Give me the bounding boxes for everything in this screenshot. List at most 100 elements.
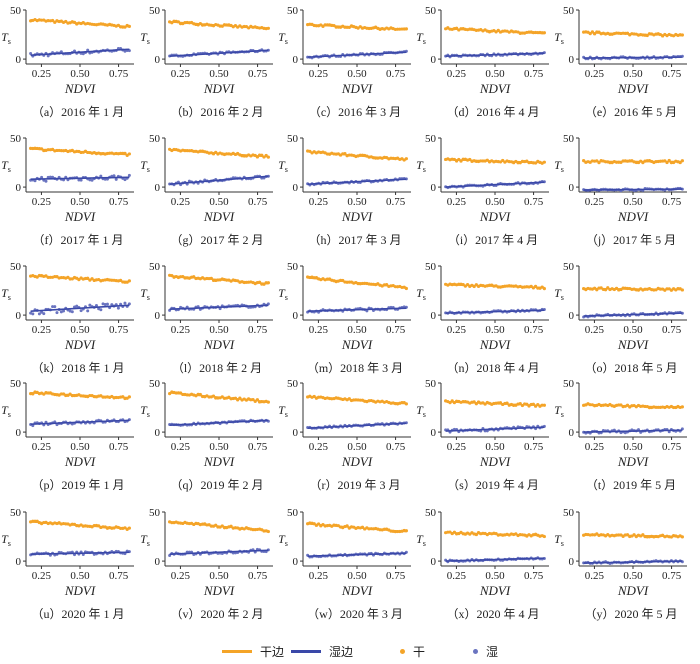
wet-edge-line [169, 175, 269, 185]
panel-caption: （v）2020 年 2 月 [170, 607, 264, 621]
y-tick-label: 50 [287, 133, 299, 145]
wet-edge-line [307, 307, 407, 312]
x-tick-label: 0.75 [524, 196, 544, 208]
x-tick-label: 0.25 [447, 324, 467, 336]
x-axis-label: NDVI [479, 454, 511, 469]
y-tick-label: 0 [155, 310, 161, 322]
y-tick-label: 50 [425, 5, 437, 17]
x-tick-label: 0.50 [347, 68, 367, 80]
y-tick-label: 0 [293, 310, 299, 322]
x-tick-label: 0.75 [109, 68, 129, 80]
x-tick-label: 0.50 [623, 441, 643, 453]
wet-point [48, 175, 52, 179]
wet-edge-line [445, 52, 545, 57]
y-tick-label: 50 [10, 5, 22, 17]
x-tick-label: 0.50 [70, 68, 90, 80]
x-tick-label: 0.75 [386, 324, 406, 336]
y-tick-label: 50 [563, 5, 575, 17]
y-tick-label: 0 [155, 182, 161, 194]
y-tick-label: 0 [569, 310, 575, 322]
x-tick-label: 0.50 [209, 196, 229, 208]
panel-5: 0 50 0.25 0.50 0.75 Ts [1, 133, 134, 208]
y-tick-label: 50 [425, 378, 437, 390]
y-axis-label: Ts [1, 286, 11, 302]
x-axis-label: NDVI [64, 337, 96, 352]
panel-caption: （c）2016 年 3 月 [308, 105, 402, 119]
dry-edge-line [445, 531, 545, 537]
panel-11: 0 50 0.25 0.50 0.75 Ts [140, 261, 273, 336]
y-tick-label: 0 [569, 427, 575, 439]
wet-edge-line [583, 429, 683, 433]
panel-caption: （u）2020 年 1 月 [31, 607, 125, 621]
legend-dry-label: 干 [413, 644, 426, 659]
y-axis-label: Ts [416, 403, 426, 419]
y-axis-label: Ts [1, 403, 11, 419]
wet-point [55, 311, 59, 315]
panel-14: 0 50 0.25 0.50 0.75 Ts [554, 261, 687, 336]
panel-0: 0 50 0.25 0.50 0.75 Ts [1, 5, 134, 80]
wet-edge-line [169, 304, 269, 310]
x-tick-label: 0.25 [171, 441, 191, 453]
y-tick-label: 50 [287, 5, 299, 17]
y-axis-label: Ts [278, 30, 288, 46]
x-tick-label: 0.25 [309, 196, 329, 208]
x-axis-label: NDVI [203, 81, 235, 96]
y-tick-label: 0 [16, 54, 22, 66]
wet-edge-line [583, 560, 683, 564]
x-tick-label: 0.75 [662, 570, 682, 582]
dry-edge-line [169, 392, 269, 403]
y-tick-label: 0 [293, 182, 299, 194]
y-tick-label: 0 [155, 556, 161, 568]
x-axis-label: NDVI [203, 209, 235, 224]
dry-edge-line [307, 150, 407, 161]
y-tick-label: 50 [10, 507, 22, 519]
wet-point [110, 303, 114, 307]
y-axis-label: Ts [416, 30, 426, 46]
x-tick-label: 0.50 [70, 196, 90, 208]
y-tick-label: 50 [563, 133, 575, 145]
x-tick-label: 0.50 [623, 570, 643, 582]
dry-edge-line [583, 533, 683, 538]
x-tick-label: 0.25 [309, 570, 329, 582]
wet-point [46, 54, 50, 58]
x-tick-label: 0.75 [662, 324, 682, 336]
y-tick-label: 50 [287, 378, 299, 390]
y-tick-label: 0 [155, 54, 161, 66]
y-tick-label: 50 [149, 5, 161, 17]
y-tick-label: 0 [155, 427, 161, 439]
wet-point [112, 174, 116, 178]
y-axis-label: Ts [416, 286, 426, 302]
wet-edge-line [307, 51, 407, 58]
y-axis-label: Ts [554, 286, 564, 302]
x-tick-label: 0.25 [585, 441, 605, 453]
x-tick-label: 0.75 [109, 196, 129, 208]
y-tick-label: 50 [10, 261, 22, 273]
wet-edge-line [583, 188, 683, 191]
y-tick-label: 50 [287, 507, 299, 519]
y-tick-label: 50 [425, 261, 437, 273]
wet-edge-swatch [291, 649, 321, 653]
y-tick-label: 50 [563, 378, 575, 390]
x-axis-label: NDVI [341, 209, 373, 224]
y-axis-label: Ts [140, 403, 150, 419]
panel-caption: （x）2020 年 4 月 [446, 607, 540, 621]
y-axis-label: Ts [278, 532, 288, 548]
panel-16: 0 50 0.25 0.50 0.75 Ts [140, 378, 273, 453]
x-tick-label: 0.50 [347, 570, 367, 582]
panel-17: 0 50 0.25 0.50 0.75 Ts [278, 378, 411, 453]
x-tick-label: 0.50 [347, 441, 367, 453]
wet-point [75, 304, 79, 308]
wet-point [88, 178, 92, 182]
y-tick-label: 50 [149, 261, 161, 273]
x-tick-label: 0.75 [386, 68, 406, 80]
dry-edge-line [169, 148, 269, 158]
wet-point [31, 312, 35, 316]
wet-point [114, 177, 118, 181]
x-tick-label: 0.50 [209, 68, 229, 80]
x-tick-label: 0.50 [70, 570, 90, 582]
x-tick-label: 0.50 [485, 196, 505, 208]
x-axis-label: NDVI [341, 583, 373, 598]
x-axis-label: NDVI [341, 454, 373, 469]
panel-12: 0 50 0.25 0.50 0.75 Ts [278, 261, 411, 336]
